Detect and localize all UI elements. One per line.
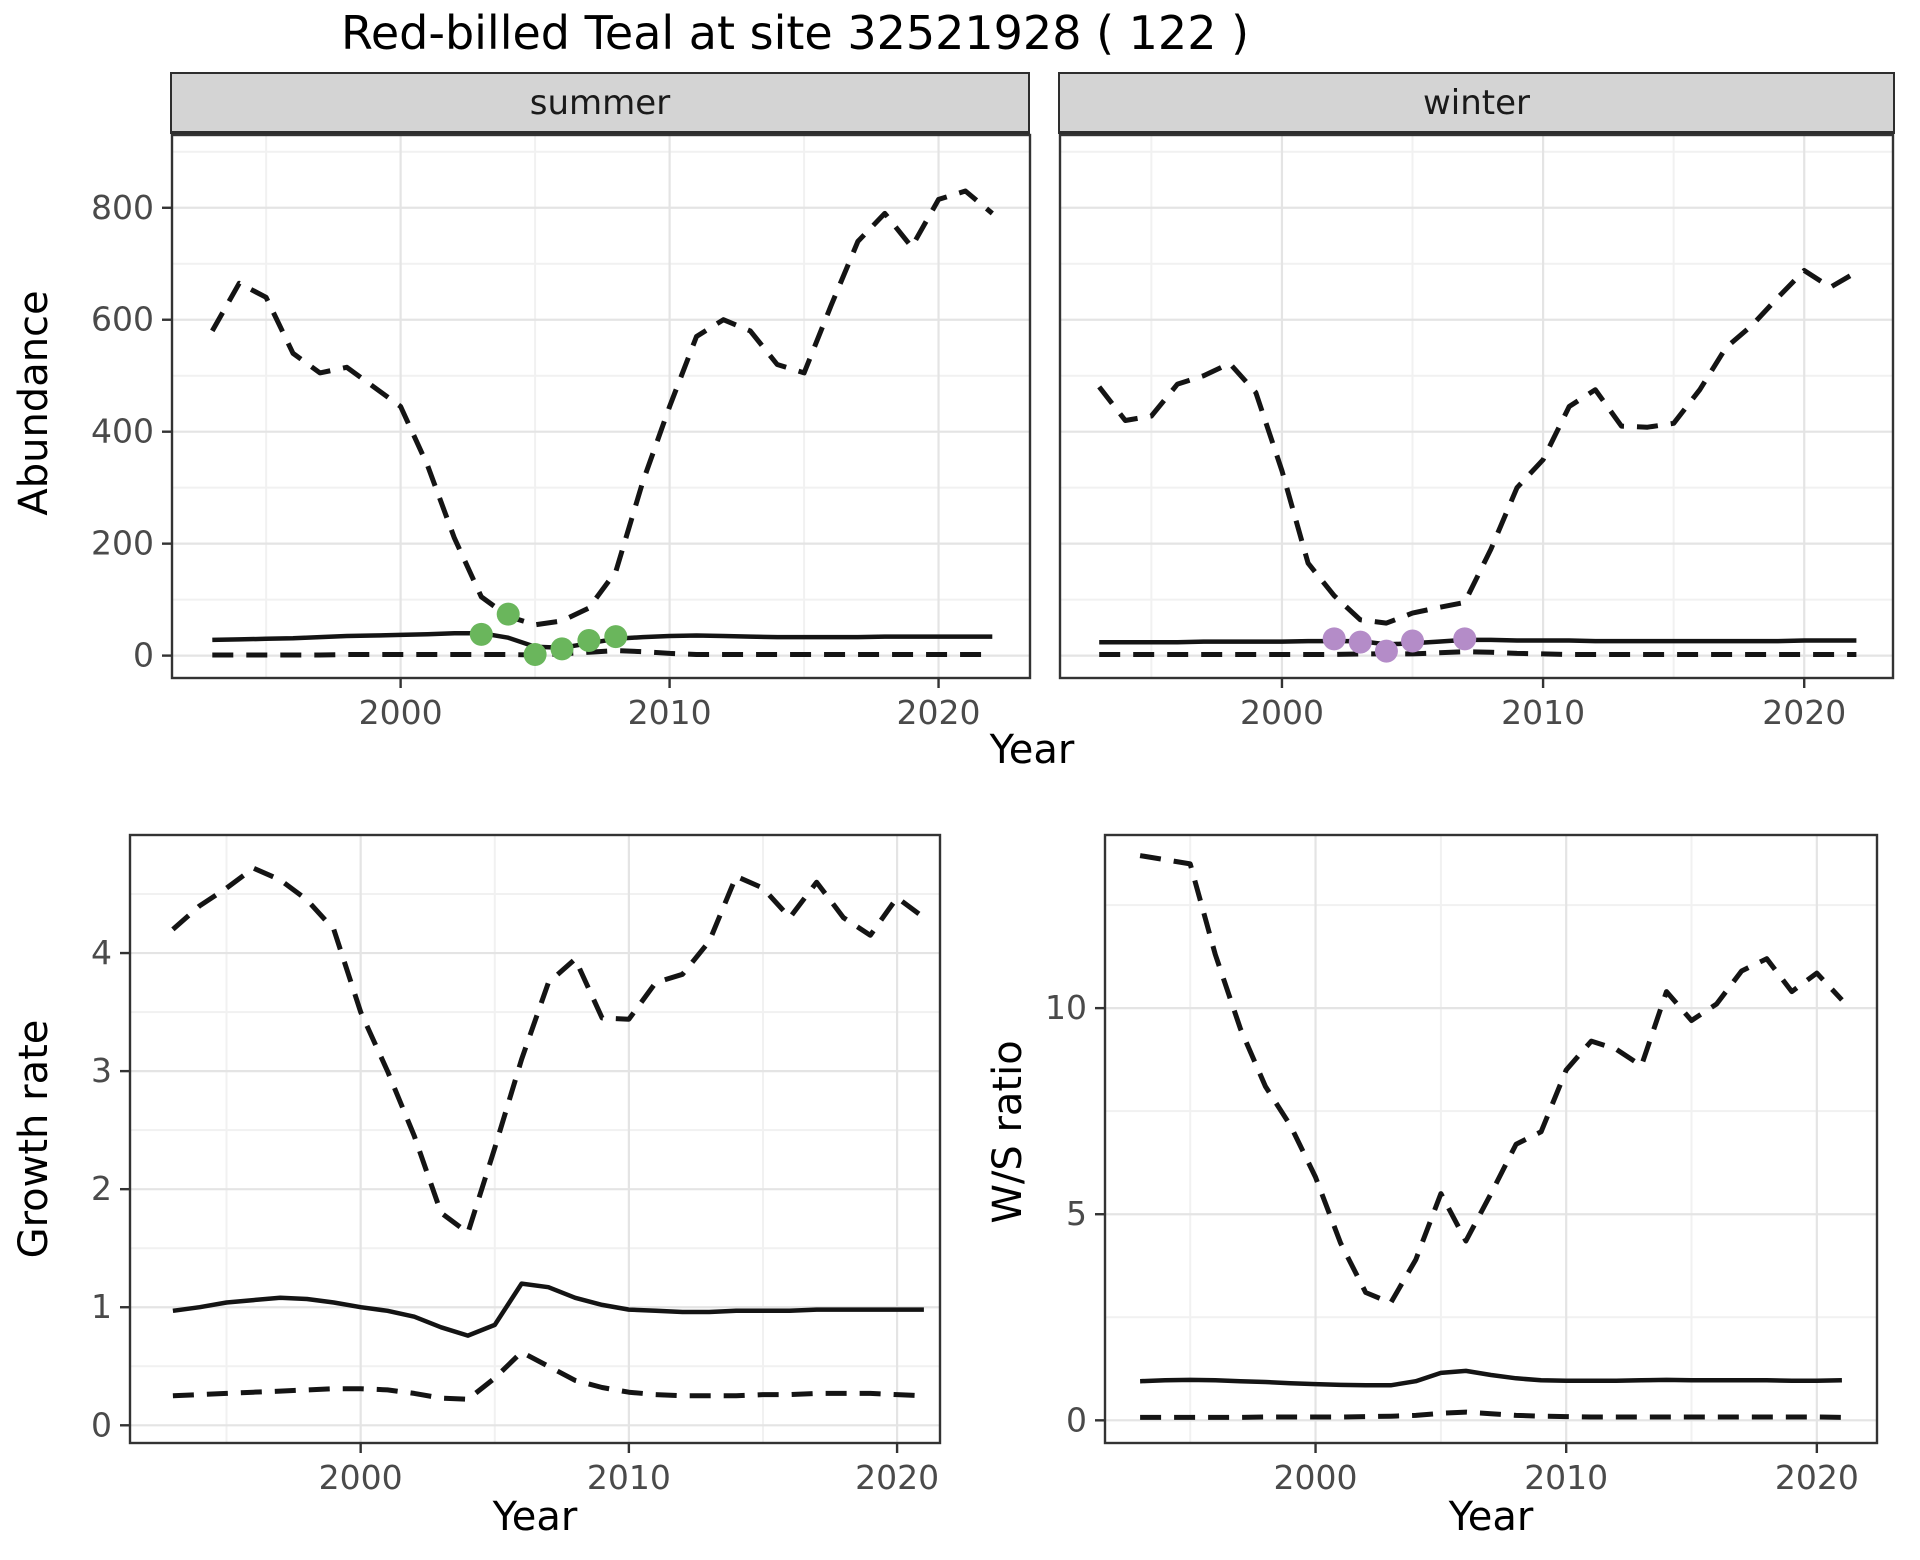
y-tick-label: 400	[91, 412, 154, 451]
x-tick-label: 2010	[1501, 693, 1585, 732]
abundance-axis-title: Abundance	[11, 290, 57, 516]
panel-border	[1058, 133, 1895, 680]
x-tick-label: 2020	[1775, 1458, 1859, 1497]
x-tick-label: 2000	[359, 693, 443, 732]
y-tick-label: 0	[91, 1405, 112, 1444]
year-axis-title-bottom-left: Year	[492, 1494, 578, 1540]
facet-strip-summer-label: summer	[529, 82, 671, 123]
observed-point	[523, 642, 547, 666]
ws-ratio-axis-title: W/S ratio	[985, 1040, 1031, 1224]
panel-background	[172, 135, 1030, 678]
observed-point	[496, 602, 520, 626]
x-tick-label: 2010	[1524, 1458, 1608, 1497]
y-tick-label: 0	[1066, 1400, 1087, 1439]
observed-point	[1322, 627, 1346, 651]
y-tick-label: 2	[91, 1169, 112, 1208]
observed-point	[1401, 629, 1425, 653]
year-axis-title-top: Year	[989, 727, 1075, 773]
lower-95ci-line	[1099, 649, 1857, 657]
year-axis-title-bottom-right: Year	[1448, 1494, 1534, 1540]
y-tick-label: 800	[91, 188, 154, 227]
facet-strip-winter: winter	[1058, 72, 1895, 134]
panel-abundance-winter: 2000 2010 2020	[1058, 133, 1895, 732]
upper-95ci-line	[171, 865, 926, 1236]
observed-point	[469, 622, 493, 646]
panel-background	[130, 835, 940, 1443]
y-tick-label: 200	[91, 524, 154, 563]
estimate-line	[172, 1281, 924, 1338]
growth-rate-axis-title: Growth rate	[11, 1019, 57, 1259]
y-tick-label: 600	[91, 300, 154, 339]
observed-point	[604, 625, 628, 649]
x-tick-label: 2020	[1762, 693, 1846, 732]
panel-abundance-summer: 2000 2010 2020 0 200 400 600 800	[91, 133, 1032, 732]
panel-background	[1060, 135, 1893, 678]
lower-95ci-line	[212, 648, 993, 658]
panel-border	[170, 133, 1032, 680]
y-tick-label: 3	[91, 1051, 112, 1090]
y-tick-label: 1	[91, 1287, 112, 1326]
upper-95ci-line	[1097, 268, 1858, 626]
panel-border	[128, 833, 942, 1445]
y-tick-label: 10	[1045, 988, 1087, 1027]
y-tick-label: 4	[91, 933, 112, 972]
upper-95ci-line	[210, 188, 994, 628]
estimate-line	[1140, 1368, 1842, 1388]
observed-point	[1374, 639, 1398, 663]
lower-95ci-line	[172, 1349, 925, 1402]
chart-title: Red-billed Teal at site 32521928 ( 122 )	[340, 6, 1250, 60]
x-tick-label: 2010	[587, 1458, 671, 1497]
y-tick-label: 5	[1066, 1194, 1087, 1233]
y-tick-label: 0	[133, 636, 154, 675]
panel-growth-rate: 2000 2010 2020 0 1 2 3 4	[91, 833, 942, 1497]
estimate-line	[212, 630, 993, 651]
x-tick-label: 2000	[319, 1458, 403, 1497]
panel-winter-summer-ratio: 2000 2010 2020 0 5 10	[1045, 833, 1879, 1497]
x-tick-label: 2020	[855, 1458, 939, 1497]
facet-strip-summer: summer	[170, 72, 1030, 134]
observed-point	[1348, 630, 1372, 654]
panel-background	[1105, 835, 1877, 1443]
x-tick-label: 2000	[1274, 1458, 1358, 1497]
x-tick-label: 2020	[897, 693, 981, 732]
panel-border	[1103, 833, 1879, 1445]
estimate-line	[1099, 637, 1857, 647]
x-tick-label: 2010	[628, 693, 712, 732]
x-tick-label: 2000	[1240, 693, 1324, 732]
observed-point	[577, 628, 601, 652]
observed-point	[550, 637, 574, 661]
facet-strip-winter-label: winter	[1422, 82, 1531, 123]
lower-95ci-line	[1140, 1409, 1842, 1420]
observed-point	[1453, 627, 1477, 651]
upper-95ci-line	[1139, 853, 1844, 1306]
